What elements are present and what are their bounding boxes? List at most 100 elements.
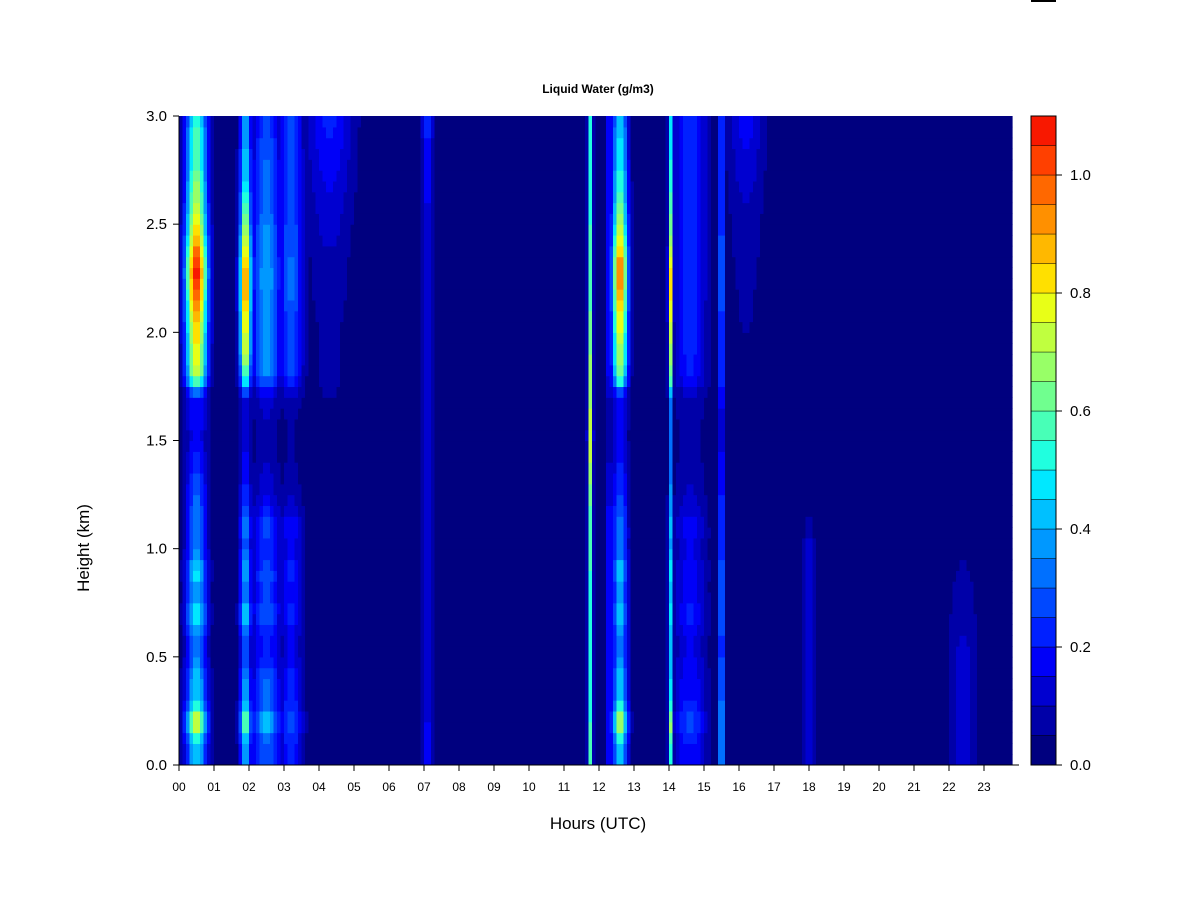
heatmap-cell <box>319 678 324 690</box>
heatmap-cell <box>333 289 338 301</box>
heatmap-cell <box>459 754 464 765</box>
heatmap-cell <box>224 137 229 150</box>
heatmap-cell <box>452 646 457 658</box>
heatmap-cell <box>305 451 310 463</box>
heatmap-cell <box>259 202 264 214</box>
heatmap-cell <box>410 397 415 409</box>
heatmap-cell <box>284 159 289 171</box>
heatmap-cell <box>245 591 250 604</box>
heatmap-cell <box>452 591 457 604</box>
heatmap-cell <box>466 126 471 139</box>
heatmap-cell <box>273 343 278 355</box>
heatmap-cell <box>203 646 208 658</box>
heatmap-cell <box>354 667 359 680</box>
heatmap-cell <box>350 310 355 323</box>
heatmap-cell <box>231 386 236 398</box>
heatmap-cell <box>196 678 201 690</box>
heatmap-cell <box>329 137 334 150</box>
heatmap-cell <box>448 537 453 550</box>
heatmap-cell <box>452 386 457 398</box>
heatmap-cell <box>378 656 383 669</box>
heatmap-cell <box>231 202 236 214</box>
heatmap-cell <box>242 537 247 550</box>
heatmap-cell <box>308 213 313 225</box>
heatmap-cell <box>294 429 299 442</box>
heatmap-cell <box>385 646 390 658</box>
heatmap-cell <box>263 440 268 452</box>
heatmap-cell <box>273 418 278 431</box>
heatmap-cell <box>210 516 215 528</box>
heatmap-cell <box>361 234 366 247</box>
heatmap-cell <box>378 278 383 290</box>
heatmap-cell <box>371 581 376 593</box>
heatmap-cell <box>319 700 324 712</box>
heatmap-cell <box>301 408 306 420</box>
heatmap-cell <box>329 613 334 625</box>
heatmap-cell <box>280 451 285 463</box>
heatmap-cell <box>350 343 355 355</box>
heatmap-cell <box>392 494 397 506</box>
heatmap-cell <box>354 386 359 398</box>
heatmap-cell <box>343 635 348 647</box>
heatmap-cell <box>249 624 254 636</box>
heatmap-cell <box>448 710 453 723</box>
heatmap-cell <box>270 613 275 625</box>
heatmap-cell <box>207 289 212 301</box>
heatmap-cell <box>347 613 352 625</box>
heatmap-cell <box>347 386 352 398</box>
heatmap-cell <box>312 678 317 690</box>
heatmap-cell <box>231 494 236 506</box>
heatmap-cell <box>420 332 425 344</box>
heatmap-cell <box>259 386 264 398</box>
heatmap-cell <box>270 548 275 561</box>
heatmap-cell <box>392 321 397 333</box>
heatmap-cell <box>368 483 373 496</box>
heatmap-cell <box>466 321 471 333</box>
heatmap-cell <box>343 732 348 744</box>
heatmap-cell <box>389 126 394 139</box>
heatmap-cell <box>354 321 359 333</box>
heatmap-cell <box>368 581 373 593</box>
heatmap-cell <box>207 527 212 539</box>
heatmap-cell <box>434 635 439 647</box>
heatmap-cell <box>291 321 296 333</box>
heatmap-cell <box>459 527 464 539</box>
heatmap-cell <box>396 462 401 474</box>
heatmap-cell <box>322 299 327 312</box>
heatmap-cell <box>466 505 471 517</box>
heatmap-cell <box>298 191 303 204</box>
heatmap-cell <box>434 548 439 561</box>
heatmap-cell <box>427 559 432 571</box>
heatmap-cell <box>406 245 411 258</box>
heatmap-cell <box>263 472 268 485</box>
heatmap-cell <box>441 321 446 333</box>
heatmap-cell <box>361 570 366 582</box>
heatmap-cell <box>210 700 215 712</box>
heatmap-cell <box>235 472 240 485</box>
heatmap-cell <box>361 375 366 388</box>
heatmap-cell <box>291 743 296 755</box>
heatmap-cell <box>336 710 341 723</box>
heatmap-cell <box>263 462 268 474</box>
heatmap-cell <box>413 602 418 615</box>
heatmap-cell <box>445 386 450 398</box>
heatmap-cell <box>424 570 429 582</box>
heatmap-cell <box>438 743 443 755</box>
heatmap-cell <box>277 180 282 193</box>
heatmap-cell <box>217 646 222 658</box>
heatmap-cell <box>343 159 348 171</box>
heatmap-cell <box>263 570 268 582</box>
heatmap-cell <box>305 483 310 496</box>
heatmap-cell <box>329 689 334 701</box>
heatmap-cell <box>322 678 327 690</box>
heatmap-cell <box>266 656 271 669</box>
heatmap-cell <box>375 613 380 625</box>
heatmap-cell <box>455 613 460 625</box>
heatmap-cell <box>378 451 383 463</box>
heatmap-cell <box>308 689 313 701</box>
heatmap-cell <box>403 472 408 485</box>
heatmap-cell <box>249 646 254 658</box>
heatmap-cell <box>203 299 208 312</box>
heatmap-cell <box>214 191 219 204</box>
heatmap-cell <box>235 537 240 550</box>
